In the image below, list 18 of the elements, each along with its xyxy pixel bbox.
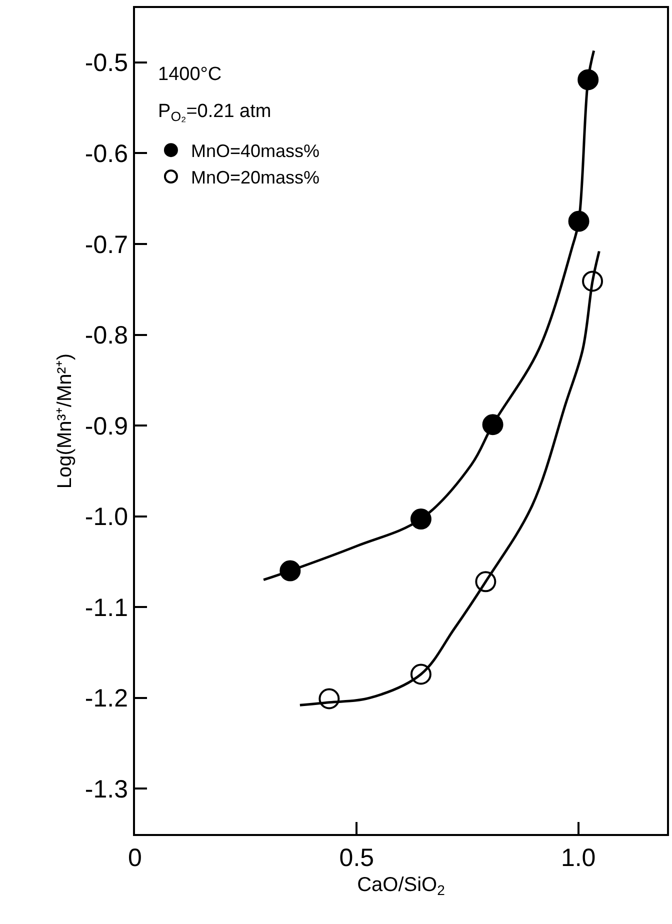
annotation: 1400°C (158, 64, 222, 85)
annotation: P$_{O₂}$=0.21 atm (158, 101, 272, 124)
x-tick-label: 0 (128, 844, 142, 872)
y-tick-label: -1.2 (84, 684, 128, 713)
x-axis-title: CaO/SiO$_{2}$ (357, 874, 446, 898)
y-axis-title: Log(Mn³⁺/Mn²⁺) (54, 353, 76, 489)
y-tick-label: -0.8 (84, 322, 128, 350)
legend-label: MnO=40mass% (190, 141, 320, 162)
y-tick-label: -0.7 (84, 230, 128, 259)
x-tick-label: 1.0 (560, 844, 596, 872)
y-tick-label: -0.5 (84, 49, 128, 78)
y-tick-label: -0.6 (84, 140, 128, 168)
y-tick-label: -0.9 (84, 412, 128, 440)
y-tick-label: -1.3 (84, 775, 128, 804)
y-tick-label: -1.0 (84, 503, 128, 532)
legend-label: MnO=20mass% (190, 168, 320, 188)
y-tick-label: -1.1 (84, 594, 128, 622)
x-tick-label: 0.5 (339, 844, 374, 872)
